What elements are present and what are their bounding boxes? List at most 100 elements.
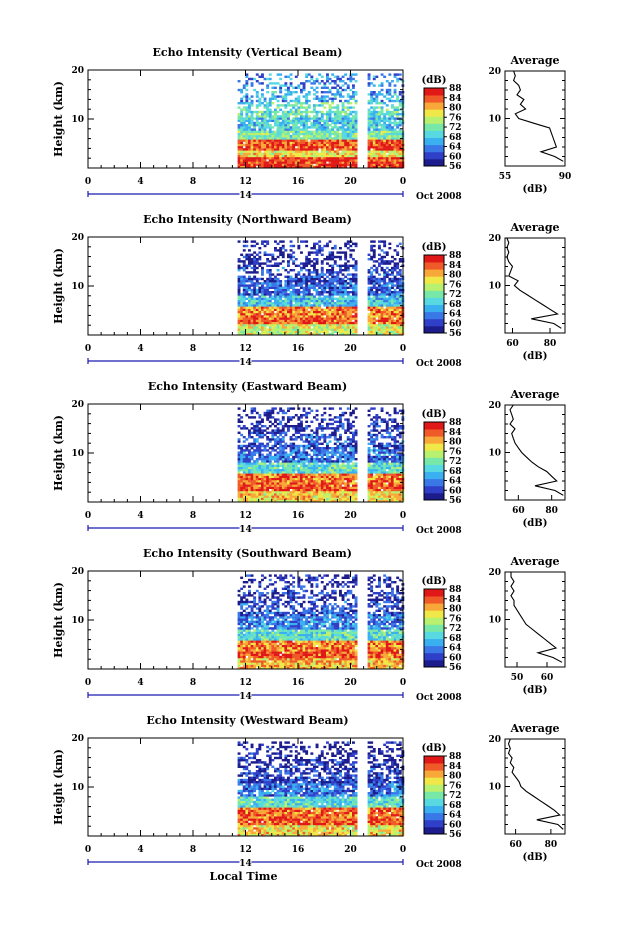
heatmap-cell [367, 141, 371, 144]
heatmap-cell [245, 148, 249, 151]
heatmap-cell [367, 330, 371, 333]
heatmap-cell [328, 308, 332, 311]
heatmap-cell [266, 317, 270, 320]
heatmap-cell [310, 277, 314, 281]
heatmap-cell [258, 258, 262, 261]
heatmap-cell [331, 297, 335, 300]
heatmap-cell [305, 244, 309, 248]
heatmap-cell [245, 330, 249, 333]
heatmap-cell [326, 95, 329, 98]
heatmap-cell [248, 499, 251, 503]
heatmap-cell [393, 288, 397, 292]
heatmap-cell [268, 486, 272, 489]
heatmap-cell [292, 143, 296, 147]
heatmap-cell [320, 486, 324, 489]
heatmap-cell [284, 141, 288, 144]
heatmap-cell [328, 161, 332, 164]
heatmap-cell [336, 291, 340, 294]
heatmap-cell [237, 466, 241, 470]
heatmap-cell [302, 319, 306, 322]
heatmap-cell [258, 135, 262, 138]
heatmap-cell [307, 495, 311, 498]
heatmap-cell [250, 253, 254, 256]
heatmap-cell [253, 269, 257, 272]
heatmap-cell [279, 315, 283, 318]
heatmap-cell [261, 319, 264, 322]
heatmap-cell [388, 475, 392, 478]
heatmap-cell [380, 280, 384, 283]
heatmap-cell [378, 264, 381, 267]
heatmap-cell [297, 282, 301, 285]
heatmap-cell [276, 486, 280, 489]
profile-y-tick-label: 10 [488, 282, 501, 292]
heatmap-cell [268, 469, 272, 472]
heatmap-cell [305, 310, 309, 314]
heatmap-cell [271, 165, 275, 169]
heatmap-cell [378, 132, 381, 136]
heatmap-cell [313, 473, 316, 476]
heatmap-cell [310, 473, 314, 476]
heatmap-cell [326, 330, 329, 333]
heatmap-cell [300, 152, 303, 155]
heatmap-cell [268, 260, 272, 263]
heatmap-cell [305, 154, 309, 158]
heatmap-cell [388, 471, 392, 474]
heatmap-cell [261, 297, 264, 300]
heatmap-cell [240, 480, 244, 483]
heatmap-cell [344, 135, 348, 138]
heatmap-cell [294, 469, 298, 472]
heatmap-cell [315, 152, 319, 155]
heatmap-cell [255, 93, 259, 96]
heatmap-cell [266, 330, 270, 333]
heatmap-cell [372, 493, 376, 496]
heatmap-cell [255, 260, 259, 263]
heatmap-cell [284, 482, 288, 485]
heatmap-cell [344, 321, 348, 325]
heatmap-cell [352, 277, 355, 281]
heatmap-cell [380, 88, 384, 92]
heatmap-cell [271, 135, 275, 138]
heatmap-cell [354, 295, 358, 298]
heatmap-cell [289, 499, 293, 503]
heatmap-cell [398, 161, 402, 164]
heatmap-cell [336, 469, 340, 472]
heatmap-cell [320, 291, 324, 294]
heatmap-cell [396, 271, 400, 274]
heatmap-cell [302, 119, 306, 122]
heatmap-cell [328, 282, 332, 285]
heatmap-cell [333, 110, 337, 114]
heatmap-cell [300, 280, 303, 283]
heatmap-cell [302, 86, 306, 89]
heatmap-cell [393, 328, 397, 331]
heatmap-cell [281, 97, 285, 100]
heatmap-cell [313, 242, 316, 245]
heatmap-cell [367, 488, 371, 492]
heatmap-cell [318, 495, 322, 498]
heatmap-cell [300, 319, 303, 322]
heatmap-cell [398, 308, 402, 311]
heatmap-cell [276, 326, 280, 329]
heatmap-cell [339, 486, 342, 489]
heatmap-cell [302, 165, 306, 169]
heatmap-cell [253, 484, 257, 487]
heatmap-cell [318, 161, 322, 164]
heatmap-cell [240, 154, 244, 158]
heatmap-cell [380, 302, 384, 305]
heatmap-cell [279, 139, 283, 142]
heatmap-cell [248, 477, 251, 481]
heatmap-cell [287, 124, 290, 127]
heatmap-cell [333, 260, 337, 263]
heatmap-cell [341, 130, 345, 133]
heatmap-cell [292, 330, 296, 333]
heatmap-cell [305, 497, 309, 500]
heatmap-cell [266, 473, 270, 476]
heatmap-cell [372, 328, 376, 331]
heatmap-cell [276, 469, 280, 472]
heatmap-cell [378, 324, 381, 327]
heatmap-cell [372, 251, 376, 254]
heatmap-cell [370, 477, 374, 481]
heatmap-cell [388, 326, 392, 329]
heatmap-cell [307, 99, 311, 103]
heatmap-cell [349, 148, 353, 151]
heatmap-cell [372, 75, 376, 78]
